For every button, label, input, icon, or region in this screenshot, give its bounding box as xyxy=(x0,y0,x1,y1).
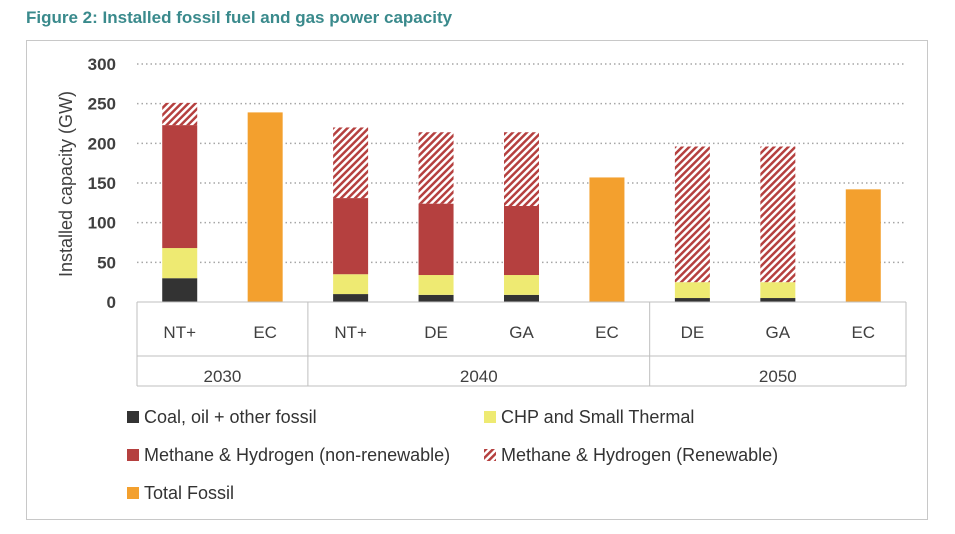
bar-segment-chp xyxy=(162,248,198,279)
y-tick-label: 0 xyxy=(107,293,116,312)
axes: 0 50 100 150 200 250 300 2030 2040 2050 NT+ EC NT+ DE… xyxy=(88,55,907,387)
bar-segment-methane_nonrenew xyxy=(162,125,198,249)
bar-segment-coal xyxy=(162,278,198,302)
bar-segment-coal xyxy=(674,298,710,302)
bar-segment-methane_renew xyxy=(674,146,710,283)
legend-swatch-coal xyxy=(127,411,139,423)
bar-segment-total_fossil xyxy=(845,189,881,302)
bar-segment-coal xyxy=(760,298,796,302)
bar-segment-coal xyxy=(504,294,539,302)
bar-segment-methane_nonrenew xyxy=(504,206,539,276)
y-tick-label: 300 xyxy=(88,55,116,74)
bar-segment-methane_nonrenew xyxy=(333,198,369,275)
bar-segment-methane_renew xyxy=(760,146,796,283)
bar-segment-chp xyxy=(333,274,369,295)
bar-segment-coal xyxy=(418,294,454,302)
x-tick-label: EC xyxy=(851,323,875,342)
legend-swatch-methane_renew xyxy=(484,449,496,461)
legend-label-total_fossil: Total Fossil xyxy=(144,483,234,503)
x-tick-label: DE xyxy=(681,323,705,342)
legend-swatch-total_fossil xyxy=(127,487,139,499)
x-tick-label: GA xyxy=(509,323,534,342)
bar-segment-methane_renew xyxy=(333,127,369,199)
bar-segment-coal xyxy=(333,294,369,302)
legend-label-methane_renew: Methane & Hydrogen (Renewable) xyxy=(501,445,778,465)
y-tick-label: 150 xyxy=(88,174,116,193)
group-label: 2030 xyxy=(204,367,242,386)
legend-label-coal: Coal, oil + other fossil xyxy=(144,407,317,427)
bar-segment-total_fossil xyxy=(247,112,283,302)
legend: Coal, oil + other fossil CHP and Small Th… xyxy=(127,407,778,503)
bar-segment-chp xyxy=(418,275,454,295)
x-tick-label: NT+ xyxy=(163,323,196,342)
chart-frame xyxy=(26,40,928,520)
bar-segment-methane_renew xyxy=(162,102,198,126)
x-tick-label: NT+ xyxy=(334,323,367,342)
bar-segment-chp xyxy=(674,282,710,299)
figure-title: Figure 2: Installed fossil fuel and gas … xyxy=(26,8,453,27)
x-tick-label: DE xyxy=(424,323,448,342)
bar-segment-chp xyxy=(760,282,796,299)
legend-swatch-methane_nonrenew xyxy=(127,449,139,461)
bars xyxy=(162,102,881,302)
bar-segment-total_fossil xyxy=(589,177,625,302)
y-tick-label: 100 xyxy=(88,214,116,233)
legend-label-chp: CHP and Small Thermal xyxy=(501,407,694,427)
legend-swatch-chp xyxy=(484,411,496,423)
group-label: 2040 xyxy=(460,367,498,386)
x-tick-label: EC xyxy=(595,323,619,342)
bar-segment-methane_renew xyxy=(504,132,539,207)
x-tick-label: EC xyxy=(253,323,277,342)
bar-segment-methane_nonrenew xyxy=(418,203,454,276)
y-tick-label: 250 xyxy=(88,95,116,114)
y-tick-label: 50 xyxy=(97,253,116,272)
bar-segment-chp xyxy=(504,275,539,295)
group-label: 2050 xyxy=(759,367,797,386)
y-axis-label: Installed capacity (GW) xyxy=(56,91,76,277)
bar-segment-methane_renew xyxy=(418,132,454,204)
x-tick-label: GA xyxy=(766,323,791,342)
y-tick-label: 200 xyxy=(88,134,116,153)
legend-label-methane_nonrenew: Methane & Hydrogen (non-renewable) xyxy=(144,445,450,465)
